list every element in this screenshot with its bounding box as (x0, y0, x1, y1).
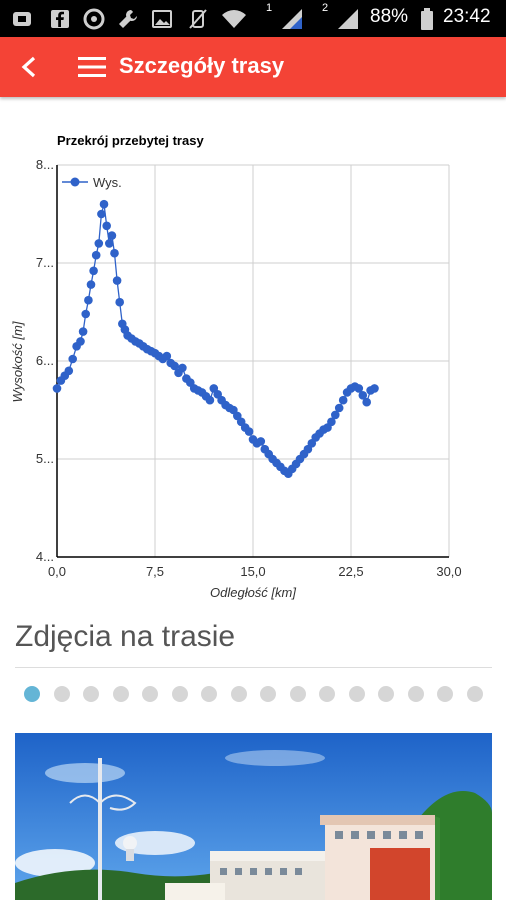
data-point (76, 337, 85, 346)
app-bar: Szczegóły trasy (0, 37, 506, 97)
data-point (327, 417, 336, 427)
signal-sim1-icon (278, 8, 306, 30)
section-divider (15, 667, 492, 668)
sim1-label: 1 (266, 2, 273, 14)
x-axis-ticks: 0,0 7,5 15,0 22,5 30,0 (48, 564, 462, 579)
opera-icon (82, 8, 106, 30)
pager-dot[interactable] (201, 686, 217, 702)
sim2-label: 2 (322, 2, 329, 14)
data-point (84, 295, 93, 305)
pager-dot[interactable] (83, 686, 99, 702)
pager-dot[interactable] (378, 686, 394, 702)
data-point (107, 231, 117, 240)
route-photo[interactable] (15, 733, 492, 900)
data-point (334, 403, 344, 413)
data-point (170, 361, 179, 371)
notification-app-icon (10, 8, 34, 30)
data-point (362, 397, 372, 407)
y-tick-label: 7... (36, 255, 54, 270)
data-point (91, 250, 101, 260)
y-tick-label: 4... (36, 549, 54, 564)
data-point (370, 384, 379, 393)
data-point (162, 351, 172, 361)
facebook-icon (48, 8, 72, 30)
data-point (354, 384, 364, 393)
chart-title: Przekrój przebytej trasy (57, 133, 204, 148)
data-point (97, 209, 106, 219)
y-tick-label: 6... (36, 353, 54, 368)
x-tick-label: 22,5 (338, 564, 363, 579)
vibrate-off-icon (186, 8, 210, 30)
data-point (86, 280, 96, 289)
photo-pager-dots (0, 685, 506, 705)
pager-dot[interactable] (289, 686, 306, 702)
data-point (94, 239, 104, 248)
pager-dot[interactable] (24, 686, 40, 702)
y-axis-label: Wysokość [m] (10, 321, 25, 402)
x-tick-label: 7,5 (146, 564, 164, 579)
image-icon (150, 8, 174, 30)
data-point (64, 366, 74, 376)
pager-dot[interactable] (112, 686, 129, 702)
data-point (256, 437, 266, 446)
hamburger-menu-icon (78, 57, 106, 77)
data-point (331, 410, 340, 420)
x-tick-label: 15,0 (240, 564, 265, 579)
screen-title: Szczegóły trasy (119, 53, 285, 78)
chart-axes (56, 165, 449, 558)
series-line (56, 204, 375, 475)
data-point (102, 221, 111, 231)
photo-image (15, 733, 492, 900)
data-point (115, 297, 124, 307)
battery-percent: 88% (370, 6, 409, 27)
x-axis-label: Odległość [km] (210, 585, 296, 600)
data-point (244, 427, 254, 436)
pager-dot[interactable] (142, 686, 158, 702)
y-axis-ticks: 4... 5... 6... 7... 8... (36, 157, 54, 564)
pager-dot[interactable] (348, 686, 365, 702)
data-point (52, 384, 62, 393)
chart-legend: Wys. (62, 175, 122, 190)
data-point (78, 327, 88, 336)
battery-icon (418, 8, 436, 30)
data-point (358, 391, 368, 400)
data-point (105, 239, 114, 248)
status-bar: 1 2 88% 23:42 (0, 0, 506, 37)
route-profile-chart: Przekrój przebytej trasy 4... 5... 6... 7..… (0, 120, 506, 610)
y-tick-label: 8... (36, 157, 54, 172)
menu-button[interactable] (72, 47, 112, 87)
data-point (81, 309, 90, 319)
pager-dot[interactable] (53, 686, 70, 702)
clock-time: 23:42 (443, 6, 491, 27)
pager-dot[interactable] (230, 686, 247, 702)
data-point (68, 354, 77, 364)
data-point (338, 395, 348, 405)
photos-section-title: Zdjęcia na trasie (15, 620, 236, 653)
pager-dot[interactable] (319, 686, 335, 702)
data-point (99, 199, 109, 209)
pager-dot[interactable] (407, 686, 424, 702)
pager-dot[interactable] (437, 686, 453, 702)
pager-dot[interactable] (466, 686, 483, 702)
data-point (89, 266, 98, 276)
legend-marker (70, 177, 80, 187)
data-point (178, 363, 187, 373)
data-point (112, 276, 122, 285)
pager-dot[interactable] (171, 686, 188, 702)
signal-sim2-icon (334, 8, 362, 30)
elevation-chart-svg: Przekrój przebytej trasy 4... 5... 6... 7..… (10, 133, 462, 600)
series-wys (52, 199, 379, 479)
wifi-icon (220, 8, 248, 30)
back-button[interactable] (10, 47, 50, 87)
legend-label-wys: Wys. (93, 175, 122, 190)
y-tick-label: 5... (36, 451, 54, 466)
x-tick-label: 0,0 (48, 564, 66, 579)
wrench-icon (116, 8, 140, 30)
chart-grid (56, 164, 450, 558)
data-point (110, 248, 119, 258)
back-arrow-icon (21, 56, 36, 78)
data-point (205, 395, 215, 405)
x-tick-label: 30,0 (436, 564, 461, 579)
pager-dot[interactable] (260, 686, 276, 702)
